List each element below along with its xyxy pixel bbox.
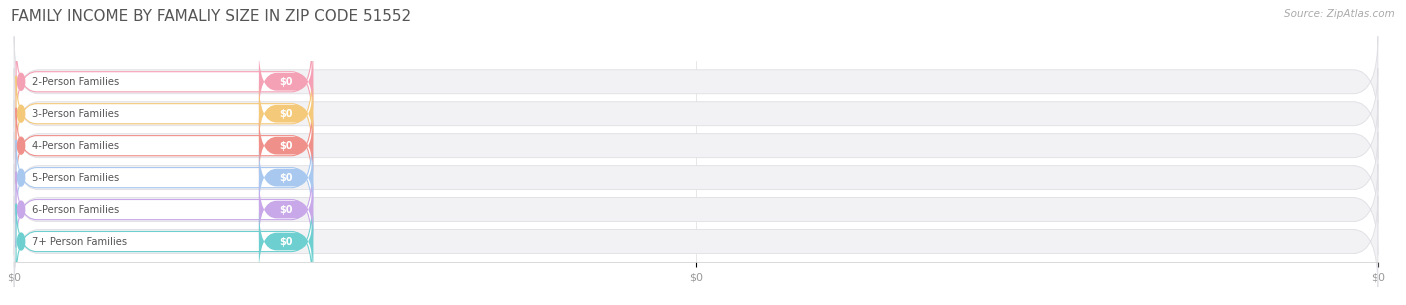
FancyBboxPatch shape bbox=[14, 68, 1378, 159]
Circle shape bbox=[17, 201, 25, 218]
FancyBboxPatch shape bbox=[259, 177, 314, 242]
FancyBboxPatch shape bbox=[14, 100, 1378, 191]
Text: 3-Person Families: 3-Person Families bbox=[31, 109, 118, 119]
Circle shape bbox=[17, 105, 25, 122]
Text: 4-Person Families: 4-Person Families bbox=[31, 141, 118, 151]
FancyBboxPatch shape bbox=[14, 132, 1378, 223]
Circle shape bbox=[17, 169, 25, 186]
Text: Source: ZipAtlas.com: Source: ZipAtlas.com bbox=[1284, 9, 1395, 19]
FancyBboxPatch shape bbox=[14, 36, 1378, 127]
FancyBboxPatch shape bbox=[15, 140, 312, 216]
FancyBboxPatch shape bbox=[259, 209, 314, 274]
FancyBboxPatch shape bbox=[15, 204, 312, 279]
Text: 6-Person Families: 6-Person Families bbox=[31, 205, 118, 215]
Text: 5-Person Families: 5-Person Families bbox=[31, 173, 118, 183]
Circle shape bbox=[17, 137, 25, 154]
Text: 7+ Person Families: 7+ Person Families bbox=[31, 237, 127, 246]
Text: 2-Person Families: 2-Person Families bbox=[31, 77, 118, 87]
Text: $0: $0 bbox=[280, 109, 292, 119]
Circle shape bbox=[17, 233, 25, 250]
Text: $0: $0 bbox=[280, 141, 292, 151]
FancyBboxPatch shape bbox=[14, 164, 1378, 255]
FancyBboxPatch shape bbox=[259, 145, 314, 210]
FancyBboxPatch shape bbox=[15, 108, 312, 184]
FancyBboxPatch shape bbox=[259, 49, 314, 114]
Text: $0: $0 bbox=[280, 173, 292, 183]
Text: $0: $0 bbox=[280, 237, 292, 246]
FancyBboxPatch shape bbox=[15, 172, 312, 247]
Text: FAMILY INCOME BY FAMALIY SIZE IN ZIP CODE 51552: FAMILY INCOME BY FAMALIY SIZE IN ZIP COD… bbox=[11, 9, 412, 24]
FancyBboxPatch shape bbox=[259, 113, 314, 178]
FancyBboxPatch shape bbox=[15, 44, 312, 120]
FancyBboxPatch shape bbox=[14, 196, 1378, 287]
FancyBboxPatch shape bbox=[15, 76, 312, 152]
Circle shape bbox=[17, 73, 25, 90]
Text: $0: $0 bbox=[280, 205, 292, 215]
FancyBboxPatch shape bbox=[259, 81, 314, 146]
Text: $0: $0 bbox=[280, 77, 292, 87]
